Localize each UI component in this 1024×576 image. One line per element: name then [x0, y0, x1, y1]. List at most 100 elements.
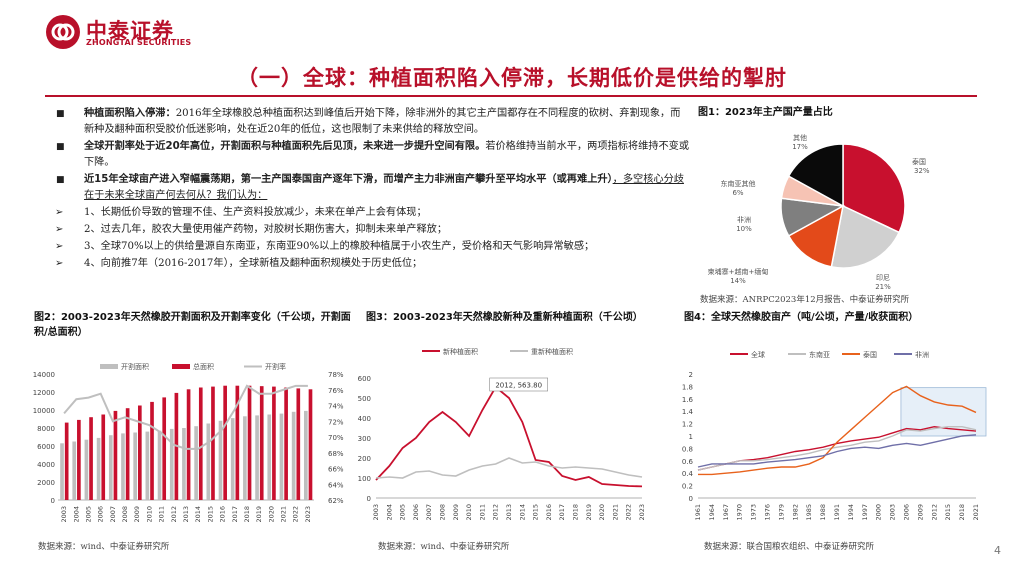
chart1-source: 数据来源：ANRPC2023年12月报告、中泰证券研究所: [700, 295, 910, 305]
y-right-tick-label: 66%: [328, 466, 344, 474]
x-tick-label: 2017: [558, 504, 566, 521]
chart3-caption: 图3：2003-2023年天然橡胶新种及重新种植面积（千公顷）: [366, 312, 643, 323]
x-tick-label: 2004: [385, 504, 393, 521]
y-left-tick-label: 8000: [37, 425, 55, 433]
y-tick-label: 400: [358, 415, 371, 423]
chart4-source: 数据来源：联合国粮农组织、中泰证券研究所: [704, 542, 875, 552]
legend-label: 非洲: [915, 350, 929, 359]
pie-slice-percent: 14%: [730, 277, 746, 285]
x-tick-label: 2019: [585, 504, 593, 521]
bullet-text: 2、过去几年，胶农大量使用催产药物，对胶树长期伤害大，抑制未来单产释放；: [84, 224, 448, 235]
pie-slice-percent: 17%: [792, 143, 808, 151]
y-tick-label: 500: [358, 395, 371, 403]
y-left-tick-label: 6000: [37, 443, 55, 451]
x-tick-label: 1982: [791, 504, 799, 521]
bullet-item: ■ 全球开割率处于近20年高位，开割面积与种植面积先后见顶，未来进一步提升空间有限…: [54, 139, 690, 171]
x-tick-label: 2008: [439, 504, 447, 521]
x-tick-label: 2022: [625, 504, 633, 521]
x-tick-label: 2006: [903, 504, 911, 521]
bar-total-area: [186, 389, 191, 500]
bullet-marker: ➢: [55, 258, 64, 269]
y-right-tick-label: 68%: [328, 450, 344, 458]
bar-total-area: [211, 386, 215, 500]
bar-total-area: [235, 385, 240, 500]
x-tick-label: 1970: [736, 504, 744, 521]
legend-label: 重新种植面积: [531, 347, 573, 356]
x-tick-label: 2014: [194, 506, 202, 523]
bar-total-area: [125, 408, 130, 500]
bullet-text: 4、向前推7年（2016-2017年），全球新植及翻种面积规模处于历史低位；: [84, 258, 423, 269]
pie-slice-label: 非洲: [737, 215, 751, 224]
bar-harvest-area: [182, 428, 186, 500]
x-tick-label: 2021: [280, 506, 288, 523]
bullet-list: ■ 种植面积陷入停滞：2016年全球橡胶总种植面积达到峰值后开始下降，除非洲外的其…: [54, 106, 690, 273]
pie-slice-label: 其他: [793, 133, 807, 142]
x-tick-label: 2003: [60, 506, 68, 523]
legend-label: 新种植面积: [443, 347, 478, 356]
legend-label: 全球: [751, 350, 765, 359]
bullet-bold-text: 种植面积陷入停滞：: [84, 108, 176, 119]
y-right-tick-label: 72%: [328, 418, 344, 426]
chart3-source: 数据来源：wind、中泰证券研究所: [378, 542, 510, 552]
bullet-item: ➢ 1、长期低价导致的管理不佳、生产资料投放减少，未来在单产上会有体现；: [54, 205, 690, 221]
bullet-marker: ■: [56, 109, 65, 119]
x-tick-label: 1967: [722, 504, 730, 521]
x-tick-label: 2015: [532, 504, 540, 521]
bar-harvest-area: [243, 416, 247, 500]
bar-harvest-area: [157, 430, 162, 500]
bar-total-area: [89, 417, 93, 500]
y-tick-label: 200: [358, 455, 371, 463]
annotation-label: 2012, 563.80: [495, 382, 542, 390]
x-tick-label: 2012: [930, 504, 938, 521]
bullet-item: ■ 种植面积陷入停滞：2016年全球橡胶总种植面积达到峰值后开始下降，除非洲外的其…: [54, 106, 690, 138]
logo-chinese-name: 中泰证券: [86, 19, 174, 43]
line-series: [697, 434, 977, 468]
bar-total-area: [162, 397, 167, 500]
x-tick-label: 2015: [944, 504, 952, 521]
x-tick-label: 2006: [412, 504, 420, 521]
line-harvest-rate: [63, 384, 308, 450]
bar-total-area: [113, 410, 118, 500]
bar-harvest-area: [291, 411, 296, 500]
y-tick-label: 0: [689, 495, 693, 503]
bar-harvest-area: [108, 435, 113, 500]
bar-harvest-area: [133, 432, 137, 500]
chart3-line: 新种植面积 重新种植面积 0 100 200 300 400 500 600 2003 2004 20…: [358, 347, 646, 521]
bullet-bold-text: 近15年全球亩产进入窄幅震荡期，第一主产国泰国亩产逐年下滑，而增产主力非洲亩产攀…: [84, 174, 613, 185]
pie-slice: [787, 204, 845, 268]
bar-harvest-area: [304, 410, 308, 500]
x-tick-label: 2015: [206, 506, 214, 523]
pie-slice-label: 东南亚其他: [721, 179, 756, 188]
x-tick-label: 2021: [972, 504, 980, 521]
y-tick-label: 1.2: [682, 421, 693, 429]
legend-label: 东南亚: [809, 350, 830, 359]
y-right-tick-label: 74%: [328, 403, 344, 411]
y-tick-label: 600: [358, 375, 371, 383]
x-tick-label: 1961: [694, 504, 702, 521]
bullet-text: 1、长期低价导致的管理不佳、生产资料投放减少，未来在单产上会有体现；: [84, 207, 427, 218]
bullet-marker: ■: [56, 175, 65, 185]
logo-english-name: ZHONGTAI SECURITIES: [86, 38, 192, 47]
x-tick-label: 1994: [847, 504, 855, 521]
x-tick-label: 1991: [833, 504, 841, 521]
x-tick-label: 2021: [611, 504, 619, 521]
y-left-tick-label: 12000: [33, 389, 55, 397]
bar-total-area: [77, 419, 81, 500]
y-tick-label: 0.6: [682, 458, 694, 466]
y-tick-label: 1.8: [682, 383, 693, 391]
page-title: （一）全球：种植面积陷入停滞，长期低价是供给的掣肘: [237, 66, 787, 90]
line-series: [698, 385, 977, 476]
zhongtai-logo-icon: [46, 15, 80, 49]
bar-total-area: [259, 386, 264, 500]
x-tick-label: 2011: [158, 506, 166, 523]
bar-harvest-area: [194, 426, 198, 500]
x-tick-label: 2023: [304, 506, 312, 523]
x-tick-label: 2023: [638, 504, 646, 521]
pie-slice: [830, 204, 901, 269]
y-tick-label: 0.4: [682, 470, 694, 478]
x-tick-label: 2009: [452, 504, 460, 521]
bar-total-area: [101, 414, 106, 500]
bullet-text: 若价格维持当前水平，两项指标将维持不变或下降。: [84, 141, 690, 168]
bullet-bold-text: 全球开割率处于近20年高位，开割面积与种植面积先后见顶，未来进一步提升空间有限。: [84, 141, 486, 152]
